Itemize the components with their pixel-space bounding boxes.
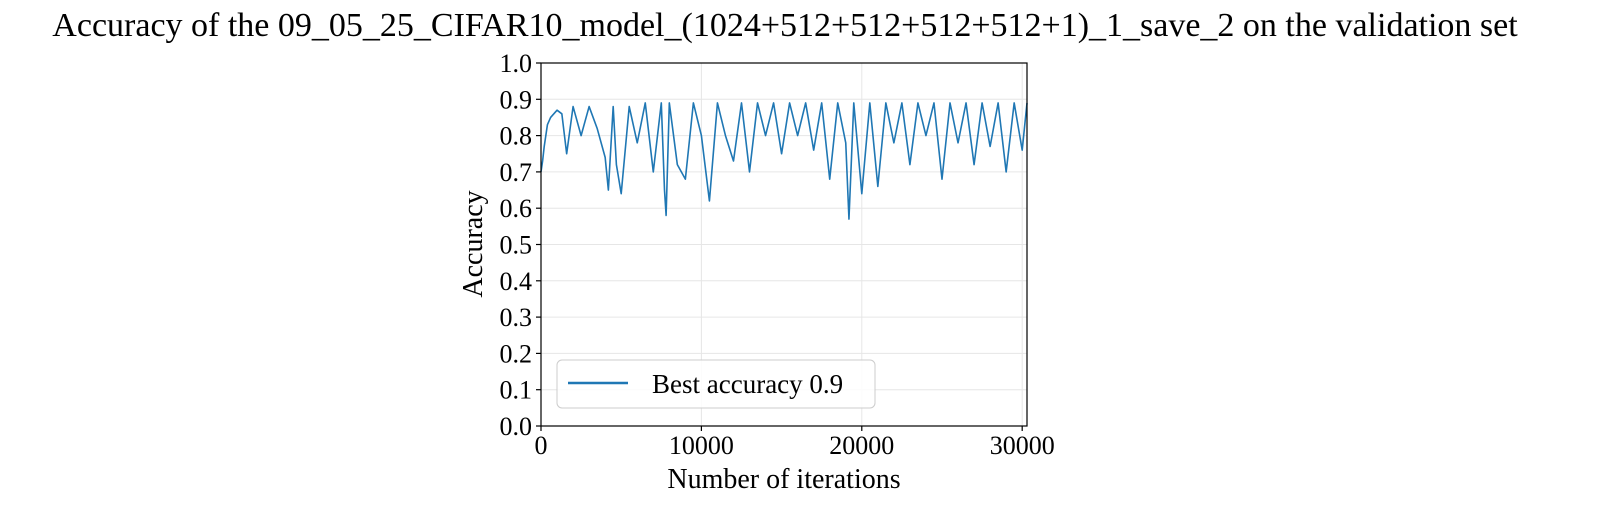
series-line (540, 102, 1028, 220)
y-tick-label: 0.3 (500, 303, 533, 332)
series-layer (540, 102, 1028, 220)
x-axis-label: Number of iterations (667, 464, 900, 495)
x-tick-label: 0 (535, 431, 548, 460)
x-tick-label: 30000 (990, 431, 1055, 460)
y-tick-label: 0.1 (500, 376, 533, 405)
y-tick-label: 0.4 (500, 267, 533, 296)
y-tick-label: 0.9 (500, 85, 533, 114)
y-axis: 0.0 0.1 0.2 0.3 0.4 0.5 0.6 0.7 0.8 0.9 1.0 (500, 49, 541, 441)
y-axis-label: Accuracy (458, 190, 489, 297)
legend-label: Best accuracy 0.9 (652, 369, 843, 399)
y-tick-label: 0.5 (500, 231, 533, 260)
x-axis: 0 10000 20000 30000 (535, 426, 1055, 460)
y-tick-label: 0.2 (500, 339, 533, 368)
y-tick-label: 1.0 (500, 49, 533, 78)
y-tick-label: 0.0 (500, 412, 533, 441)
legend: Best accuracy 0.9 (556, 359, 876, 409)
y-tick-label: 0.7 (500, 158, 533, 187)
chart-title: Accuracy of the 09_05_25_CIFAR10_model_(… (52, 7, 1518, 44)
y-tick-label: 0.6 (500, 194, 533, 223)
x-tick-label: 20000 (829, 431, 894, 460)
legend-box (556, 359, 876, 409)
x-tick-label: 10000 (669, 431, 734, 460)
y-tick-label: 0.8 (500, 122, 533, 151)
